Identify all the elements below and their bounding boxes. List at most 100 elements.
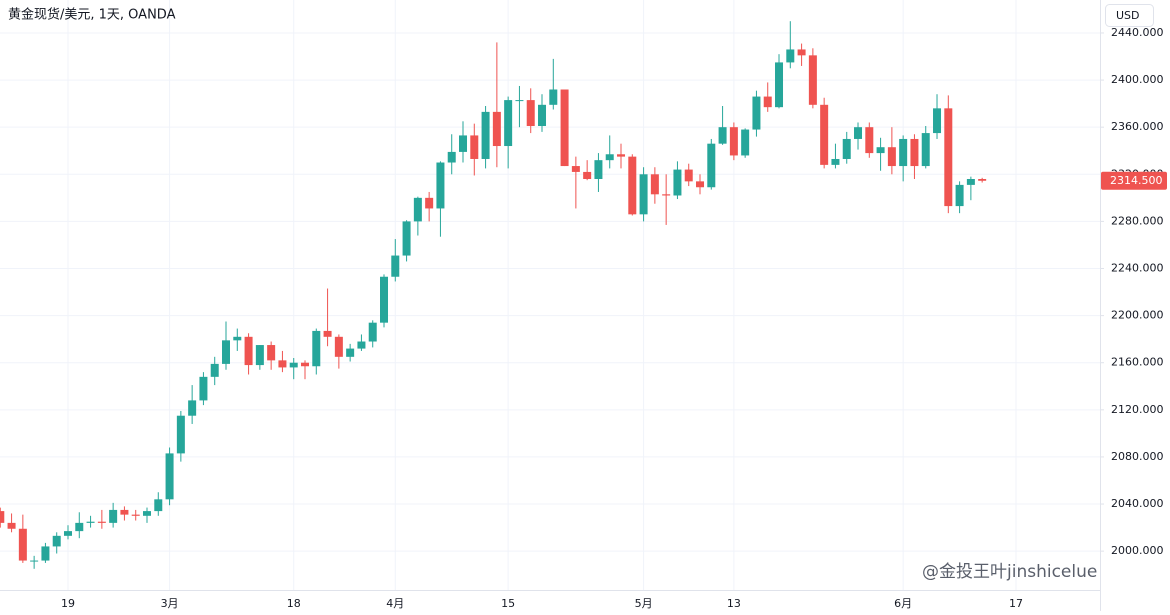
candle-body <box>334 336 343 357</box>
candle-body <box>944 108 953 207</box>
x-tick-label: 4月 <box>386 597 404 610</box>
candle-body <box>402 221 411 256</box>
candle-body <box>831 158 840 165</box>
candle-body <box>662 194 671 196</box>
candle-body <box>301 362 310 367</box>
y-tick-label: 2120.000 <box>1111 403 1164 416</box>
candle-body <box>492 111 501 147</box>
candle-body <box>346 348 355 357</box>
candle-body <box>222 340 230 364</box>
x-tick-label: 6月 <box>894 597 912 610</box>
candle-body <box>18 528 27 561</box>
candle-body <box>628 156 637 215</box>
candle-body <box>447 151 456 163</box>
candle-body <box>583 171 592 180</box>
x-tick-label: 18 <box>287 597 301 610</box>
candle-body <box>605 154 614 161</box>
candle-body <box>684 169 693 182</box>
candle-body <box>639 174 648 215</box>
candle-body <box>368 322 377 342</box>
candle-body <box>887 147 896 167</box>
candle-body <box>120 509 129 515</box>
candle-body <box>255 345 264 366</box>
candle-body <box>515 100 524 102</box>
candle-body <box>86 521 95 523</box>
candle-body <box>459 135 468 152</box>
currency-button-label: USD <box>1116 9 1140 22</box>
chart-title: 黄金现货/美元, 1天, OANDA <box>8 7 176 23</box>
candle-body <box>797 49 806 56</box>
candle-body <box>673 169 682 196</box>
candle-body <box>30 560 39 562</box>
candle-body <box>425 197 434 209</box>
y-tick-label: 2000.000 <box>1111 544 1164 557</box>
candle-body <box>933 108 942 134</box>
candle-body <box>267 345 276 361</box>
candle-body <box>718 127 727 144</box>
candle-body <box>323 330 332 337</box>
candle-body <box>560 89 569 167</box>
candle-body <box>142 511 151 516</box>
candle-body <box>854 127 863 139</box>
candle-body <box>436 162 445 209</box>
candle-body <box>526 100 535 127</box>
candle-body <box>470 135 479 159</box>
y-tick-label: 2400.000 <box>1111 73 1164 86</box>
candle-body <box>741 129 750 156</box>
candle-body <box>504 100 513 147</box>
candle-body <box>154 499 163 512</box>
candle-body <box>413 197 422 222</box>
candle-body <box>820 104 829 165</box>
currency-button[interactable] <box>1105 4 1154 27</box>
x-tick-label: 17 <box>1009 597 1023 610</box>
candle-body <box>650 174 659 195</box>
candle-body <box>481 111 490 159</box>
candle-body <box>131 514 140 516</box>
candle-body <box>571 166 580 172</box>
candle-body <box>244 336 253 366</box>
candle-body <box>357 341 366 349</box>
candle-body <box>910 138 919 167</box>
candle-body <box>707 143 716 188</box>
candle-body <box>0 511 5 523</box>
candle-body <box>899 138 908 167</box>
x-tick-label: 3月 <box>161 597 179 610</box>
x-tick-label: 13 <box>727 597 741 610</box>
y-tick-label: 2160.000 <box>1111 356 1164 369</box>
candle-body <box>7 522 16 529</box>
x-tick-label: 19 <box>61 597 75 610</box>
y-tick-label: 2280.000 <box>1111 214 1164 227</box>
candle-body <box>966 179 975 185</box>
candle-body <box>955 184 964 207</box>
candle-body <box>75 522 84 532</box>
candle-body <box>233 336 242 341</box>
candle-body <box>289 362 298 368</box>
candle-body <box>594 160 603 180</box>
candle-body <box>391 255 400 277</box>
candle-body <box>865 127 874 154</box>
candle-body <box>41 546 50 561</box>
candle-body <box>752 96 761 130</box>
candle-body <box>921 133 930 167</box>
candle-body <box>617 154 626 157</box>
y-tick-label: 2360.000 <box>1111 120 1164 133</box>
candle-body <box>109 509 118 523</box>
candle-body <box>199 376 208 401</box>
y-tick-label: 2080.000 <box>1111 450 1164 463</box>
candles <box>0 21 987 569</box>
candle-body <box>729 127 738 156</box>
axes: 2000.000 2040.000 2080.000 2120.000 2160.000… <box>61 26 1167 610</box>
candle-body <box>538 104 547 127</box>
candle-body <box>278 360 287 368</box>
candle-body <box>696 181 705 188</box>
watermark: @金投王叶jinshicelue <box>922 562 1097 582</box>
candle-body <box>786 49 795 63</box>
candle-body <box>876 147 885 154</box>
candle-body <box>52 535 61 547</box>
y-tick-label: 2440.000 <box>1111 26 1164 39</box>
candle-body <box>763 96 772 108</box>
candle-body <box>549 89 558 105</box>
y-tick-label: 2040.000 <box>1111 497 1164 510</box>
